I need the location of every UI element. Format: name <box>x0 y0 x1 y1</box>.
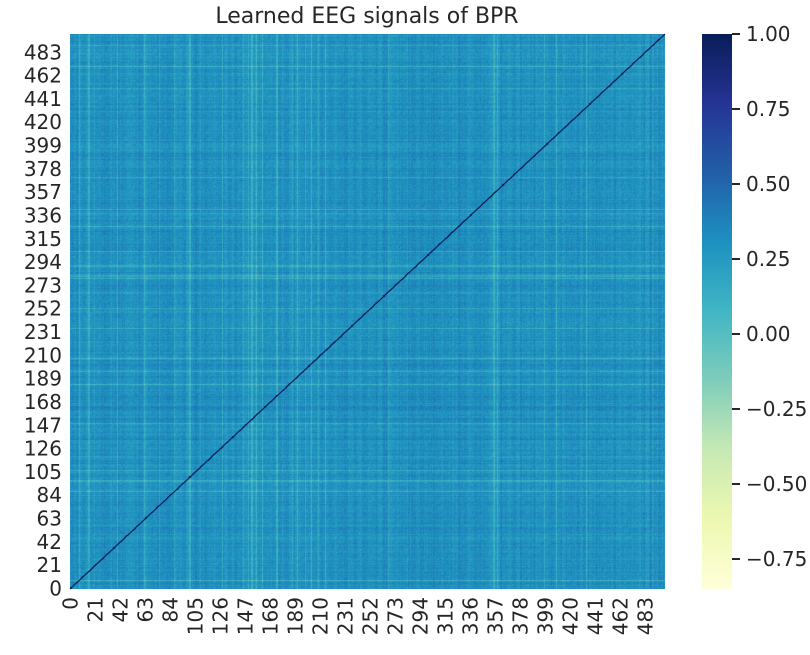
x-tick-label: 21 <box>84 597 108 622</box>
y-tick-label: 336 <box>24 203 62 227</box>
x-tick-label: 483 <box>633 597 657 635</box>
x-tick-label: 210 <box>308 597 332 635</box>
x-tick-label: 126 <box>209 597 233 635</box>
y-tick-label: 441 <box>24 87 62 111</box>
x-tick-label: 105 <box>184 597 208 635</box>
y-tick-label: 168 <box>24 390 62 414</box>
y-tick-label: 63 <box>37 507 62 531</box>
y-tick-label: 126 <box>24 437 62 461</box>
x-tick-label: 147 <box>234 597 258 635</box>
x-tick-label: 294 <box>408 597 432 635</box>
x-tick-label: 378 <box>508 597 532 635</box>
y-tick-label: 399 <box>24 134 62 158</box>
x-tick-label: 315 <box>433 597 457 635</box>
y-tick-label: 420 <box>24 110 62 134</box>
x-tick-label: 252 <box>358 597 382 635</box>
y-tick-label: 462 <box>24 64 62 88</box>
y-tick-label: 210 <box>24 343 62 367</box>
x-tick-label: 273 <box>383 597 407 635</box>
x-tick-label: 0 <box>59 597 83 610</box>
y-tick-label: 357 <box>24 180 62 204</box>
y-tick-label: 189 <box>24 367 62 391</box>
y-tick-label: 231 <box>24 320 62 344</box>
y-tick-label: 378 <box>24 157 62 181</box>
colorbar-tick-label: −0.25 <box>746 397 807 421</box>
colorbar-tick-label: 1.00 <box>746 22 791 46</box>
colorbar-tick-label: −0.50 <box>746 472 807 496</box>
y-axis: 0214263841051261471681892102312522732943… <box>24 40 62 600</box>
y-tick-label: 273 <box>24 273 62 297</box>
y-tick-label: 252 <box>24 297 62 321</box>
y-tick-label: 0 <box>49 576 62 600</box>
diagonal-line <box>69 33 666 590</box>
colorbar-tick-label: 0.00 <box>746 322 791 346</box>
y-tick-label: 147 <box>24 413 62 437</box>
colorbar-tick-label: 0.75 <box>746 97 791 121</box>
x-tick-label: 231 <box>333 597 357 635</box>
y-tick-label: 42 <box>37 530 62 554</box>
colorbar-tick-label: −0.75 <box>746 547 807 571</box>
colorbar-tick-label: 0.25 <box>746 247 791 271</box>
colorbar-ticks: 1.00 0.75 0.50 0.25 0.00 −0.25 −0.50 −0.75 <box>732 22 807 571</box>
x-axis: 0 21 42 63 84 105 126 147 168 189 210 231 252 273 294 3… <box>59 597 658 635</box>
y-tick-label: 21 <box>37 553 62 577</box>
y-tick-label: 294 <box>24 250 62 274</box>
x-tick-label: 42 <box>109 597 133 622</box>
x-tick-label: 462 <box>608 597 632 635</box>
x-tick-label: 399 <box>533 597 557 635</box>
x-tick-label: 63 <box>134 597 158 622</box>
x-tick-label: 168 <box>259 597 283 635</box>
colorbar <box>702 34 732 589</box>
x-tick-label: 357 <box>483 597 507 635</box>
colorbar-tick-label: 0.50 <box>746 172 791 196</box>
y-tick-label: 315 <box>24 227 62 251</box>
x-tick-label: 420 <box>558 597 582 635</box>
x-tick-label: 441 <box>583 597 607 635</box>
x-tick-label: 189 <box>284 597 308 635</box>
x-tick-label: 336 <box>458 597 482 635</box>
y-tick-label: 84 <box>37 483 62 507</box>
chart-title: Learned EEG signals of BPR <box>215 4 518 29</box>
y-tick-label: 483 <box>24 40 62 64</box>
y-tick-label: 105 <box>24 460 62 484</box>
x-tick-label: 84 <box>159 597 183 622</box>
